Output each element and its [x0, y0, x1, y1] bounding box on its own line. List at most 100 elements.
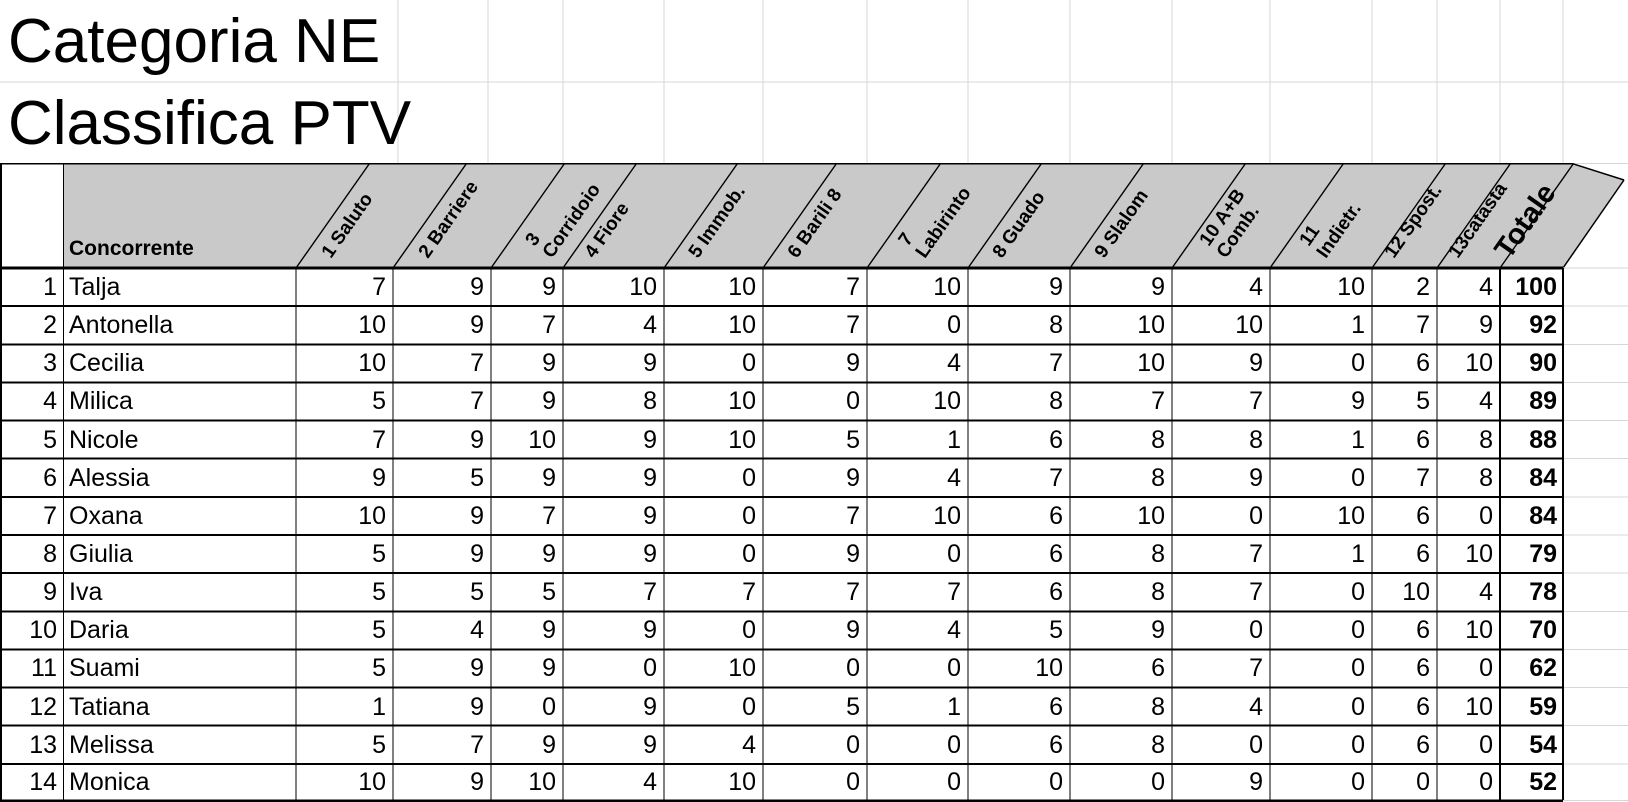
- cell-score[interactable]: 0: [742, 349, 756, 377]
- cell-score[interactable]: 8: [1151, 731, 1165, 759]
- cell-score[interactable]: 7: [846, 311, 860, 339]
- cell-score[interactable]: 6: [1416, 616, 1430, 644]
- cell-score[interactable]: 7: [372, 273, 386, 301]
- cell-total[interactable]: 62: [1529, 654, 1557, 682]
- cell-name[interactable]: Alessia: [69, 464, 150, 492]
- cell-rank[interactable]: 3: [43, 349, 57, 377]
- cell-score[interactable]: 7: [470, 349, 484, 377]
- cell-score[interactable]: 7: [1249, 387, 1263, 415]
- cell-total[interactable]: 84: [1529, 502, 1557, 530]
- cell-score[interactable]: 0: [1351, 768, 1365, 796]
- cell-total[interactable]: 52: [1529, 768, 1557, 796]
- cell-rank[interactable]: 11: [31, 654, 57, 682]
- cell-score[interactable]: 7: [1151, 387, 1165, 415]
- cell-score[interactable]: 10: [933, 273, 961, 301]
- cell-score[interactable]: 7: [372, 426, 386, 454]
- cell-score[interactable]: 10: [1137, 502, 1165, 530]
- cell-score[interactable]: 7: [742, 578, 756, 606]
- cell-score[interactable]: 6: [1151, 654, 1165, 682]
- cell-score[interactable]: 6: [1049, 731, 1063, 759]
- cell-score[interactable]: 0: [1351, 616, 1365, 644]
- cell-score[interactable]: 5: [1416, 387, 1430, 415]
- cell-score[interactable]: 4: [1479, 273, 1493, 301]
- cell-score[interactable]: 9: [1249, 768, 1263, 796]
- cell-total[interactable]: 84: [1529, 464, 1557, 492]
- cell-name[interactable]: Antonella: [69, 311, 174, 339]
- cell-score[interactable]: 10: [1035, 654, 1063, 682]
- cell-score[interactable]: 10: [1337, 502, 1365, 530]
- cell-score[interactable]: 1: [372, 693, 386, 721]
- cell-score[interactable]: 6: [1416, 693, 1430, 721]
- cell-score[interactable]: 4: [1249, 273, 1263, 301]
- cell-score[interactable]: 5: [372, 540, 386, 568]
- cell-score[interactable]: 0: [846, 731, 860, 759]
- cell-score[interactable]: 5: [372, 731, 386, 759]
- cell-score[interactable]: 10: [1137, 311, 1165, 339]
- cell-score[interactable]: 0: [643, 654, 657, 682]
- cell-score[interactable]: 0: [1351, 464, 1365, 492]
- cell-score[interactable]: 9: [846, 464, 860, 492]
- cell-score[interactable]: 0: [1151, 768, 1165, 796]
- cell-score[interactable]: 8: [1151, 693, 1165, 721]
- cell-score[interactable]: 5: [846, 426, 860, 454]
- cell-score[interactable]: 7: [1249, 654, 1263, 682]
- cell-score[interactable]: 0: [947, 311, 961, 339]
- cell-score[interactable]: 5: [542, 578, 556, 606]
- cell-score[interactable]: 5: [470, 578, 484, 606]
- cell-total[interactable]: 89: [1529, 387, 1557, 415]
- cell-score[interactable]: 9: [542, 654, 556, 682]
- cell-score[interactable]: 4: [643, 311, 657, 339]
- cell-total[interactable]: 59: [1529, 693, 1557, 721]
- cell-score[interactable]: 6: [1416, 349, 1430, 377]
- cell-score[interactable]: 8: [1479, 464, 1493, 492]
- cell-score[interactable]: 9: [470, 768, 484, 796]
- cell-score[interactable]: 10: [1137, 349, 1165, 377]
- cell-score[interactable]: 1: [947, 426, 961, 454]
- cell-rank[interactable]: 14: [29, 768, 57, 796]
- cell-score[interactable]: 4: [1249, 693, 1263, 721]
- cell-score[interactable]: 4: [947, 349, 961, 377]
- cell-score[interactable]: 9: [470, 273, 484, 301]
- cell-score[interactable]: 9: [643, 693, 657, 721]
- cell-score[interactable]: 10: [1337, 273, 1365, 301]
- cell-score[interactable]: 4: [947, 616, 961, 644]
- cell-total[interactable]: 78: [1529, 578, 1557, 606]
- cell-score[interactable]: 10: [1465, 693, 1493, 721]
- cell-score[interactable]: 9: [470, 502, 484, 530]
- cell-rank[interactable]: 2: [43, 311, 57, 339]
- cell-total[interactable]: 88: [1529, 426, 1557, 454]
- cell-total[interactable]: 100: [1515, 273, 1557, 301]
- cell-score[interactable]: 7: [470, 731, 484, 759]
- cell-score[interactable]: 6: [1049, 502, 1063, 530]
- cell-score[interactable]: 6: [1416, 654, 1430, 682]
- cell-score[interactable]: 10: [1235, 311, 1263, 339]
- cell-score[interactable]: 7: [846, 502, 860, 530]
- cell-score[interactable]: 10: [933, 387, 961, 415]
- cell-score[interactable]: 6: [1416, 731, 1430, 759]
- cell-score[interactable]: 6: [1416, 502, 1430, 530]
- cell-score[interactable]: 0: [742, 464, 756, 492]
- cell-name[interactable]: Monica: [69, 768, 150, 796]
- cell-rank[interactable]: 10: [29, 616, 57, 644]
- cell-score[interactable]: 4: [470, 616, 484, 644]
- cell-score[interactable]: 9: [1151, 616, 1165, 644]
- cell-score[interactable]: 4: [1479, 578, 1493, 606]
- cell-score[interactable]: 0: [1351, 693, 1365, 721]
- cell-score[interactable]: 10: [629, 273, 657, 301]
- cell-score[interactable]: 9: [846, 540, 860, 568]
- cell-score[interactable]: 0: [1479, 654, 1493, 682]
- cell-name[interactable]: Tatiana: [69, 693, 150, 721]
- cell-score[interactable]: 6: [1416, 540, 1430, 568]
- cell-name[interactable]: Talja: [69, 273, 121, 301]
- cell-score[interactable]: 0: [1479, 502, 1493, 530]
- cell-score[interactable]: 9: [470, 426, 484, 454]
- cell-score[interactable]: 10: [528, 768, 556, 796]
- cell-score[interactable]: 6: [1049, 693, 1063, 721]
- cell-score[interactable]: 4: [947, 464, 961, 492]
- cell-score[interactable]: 9: [470, 540, 484, 568]
- cell-score[interactable]: 10: [728, 768, 756, 796]
- cell-score[interactable]: 0: [1351, 349, 1365, 377]
- cell-score[interactable]: 2: [1416, 273, 1430, 301]
- cell-name[interactable]: Giulia: [69, 540, 133, 568]
- cell-score[interactable]: 0: [947, 731, 961, 759]
